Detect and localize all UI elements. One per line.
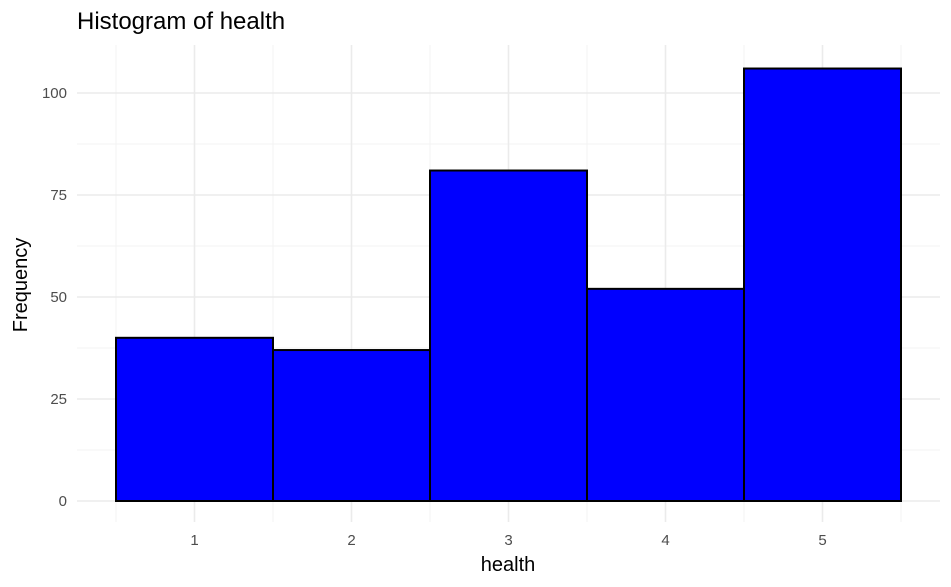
y-axis-title: Frequency [10,238,32,333]
y-tick-label: 0 [59,493,67,510]
x-axis-title: health [481,554,536,576]
x-tick-label: 3 [504,532,512,549]
histogram-bar-2 [272,349,431,503]
x-axis-ticks: 1 2 3 4 5 [190,532,826,549]
bars [115,67,902,503]
y-tick-label: 100 [42,85,67,102]
histogram-bar-4 [586,287,745,502]
x-tick-label: 5 [818,532,826,549]
x-tick-label: 2 [347,532,355,549]
histogram-bar-1 [115,336,274,502]
x-tick-label: 4 [661,532,669,549]
x-tick-label: 1 [190,532,198,549]
chart-title: Histogram of health [77,8,285,35]
y-tick-label: 75 [50,187,67,204]
y-axis-ticks: 0 25 50 75 100 [42,85,67,510]
histogram-bar-5 [743,67,902,503]
y-tick-label: 50 [50,289,67,306]
y-tick-label: 25 [50,391,67,408]
histogram-bar-3 [429,169,588,503]
